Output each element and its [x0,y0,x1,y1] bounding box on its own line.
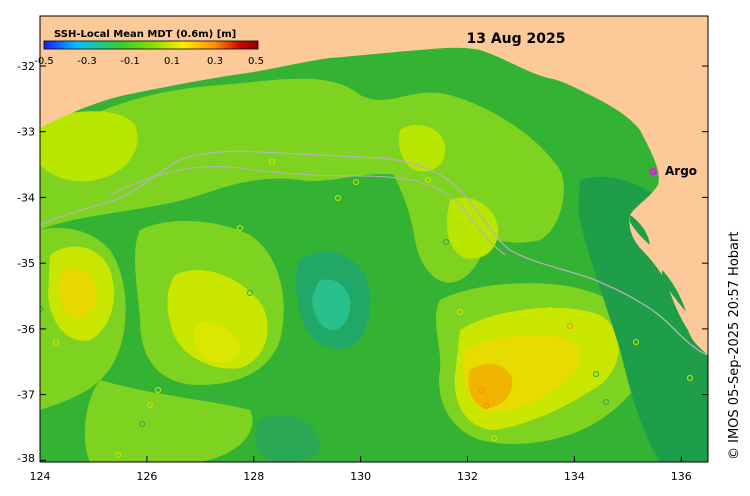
legend-tick-label: 0.3 [207,56,223,67]
lon-tick-labels: 124 126 128 130 132 134 136 [30,470,692,483]
argo-float-markers [40,158,694,459]
lon-tick-label: 128 [243,470,264,483]
lon-tick-label: 136 [671,470,692,483]
anomaly-low-south [255,415,321,462]
lat-tick-label: -32 [17,60,35,73]
anomaly-low-central-core [312,279,351,331]
lon-tick-label: 134 [564,470,585,483]
coast-inlet-2 [662,270,686,312]
anomaly-high-central [167,269,268,369]
color-legend: SSH-Local Mean MDT (0.6m) [m] -0.5 -0.3 … [34,29,264,67]
argo-label: Argo [665,164,697,178]
land-mass [40,16,708,355]
anomaly-high-central-core [193,322,241,364]
lon-tick-label: 124 [30,470,51,483]
map-field [40,16,708,462]
anomaly-high-west-core [58,267,97,319]
plot-frame [39,15,709,463]
lat-tick-label: -37 [17,389,35,402]
legend-tick-label: 0.5 [248,56,264,67]
argo-marker-symbol: o [649,164,657,178]
lat-tick-labels: -32 -33 -34 -35 -36 -37 -38 [17,60,35,465]
lat-tick-label: -38 [17,452,35,465]
bathymetry-contour-inner [109,165,506,256]
anomaly-high-east-core [468,363,513,408]
legend-tick-label: -0.5 [34,56,54,67]
legend-colorbar [43,40,259,50]
legend-title: SSH-Local Mean MDT (0.6m) [m] [54,29,236,40]
coast-inlet-1 [630,215,650,245]
legend-tick-label: 0.1 [164,56,180,67]
lat-tick-label: -36 [17,323,35,336]
argo-legend: o Argo [649,164,697,178]
credit-text: © IMOS 05-Sep-2025 20:57 Hobart [727,232,742,460]
lon-tick-label: 130 [350,470,371,483]
lon-tick-label: 126 [136,470,157,483]
lon-tick-label: 132 [457,470,478,483]
lat-tick-label: -34 [17,191,35,204]
lat-tick-label: -35 [17,257,35,270]
legend-tick-label: -0.1 [120,56,140,67]
sea-region-south-west [84,380,253,462]
axis-ticks [39,65,708,462]
map-date: 13 Aug 2025 [466,31,565,47]
anomaly-high-ne [446,197,499,259]
legend-tick-label: -0.3 [77,56,97,67]
anomaly-high-nw [40,111,138,182]
lat-tick-label: -33 [17,126,35,139]
